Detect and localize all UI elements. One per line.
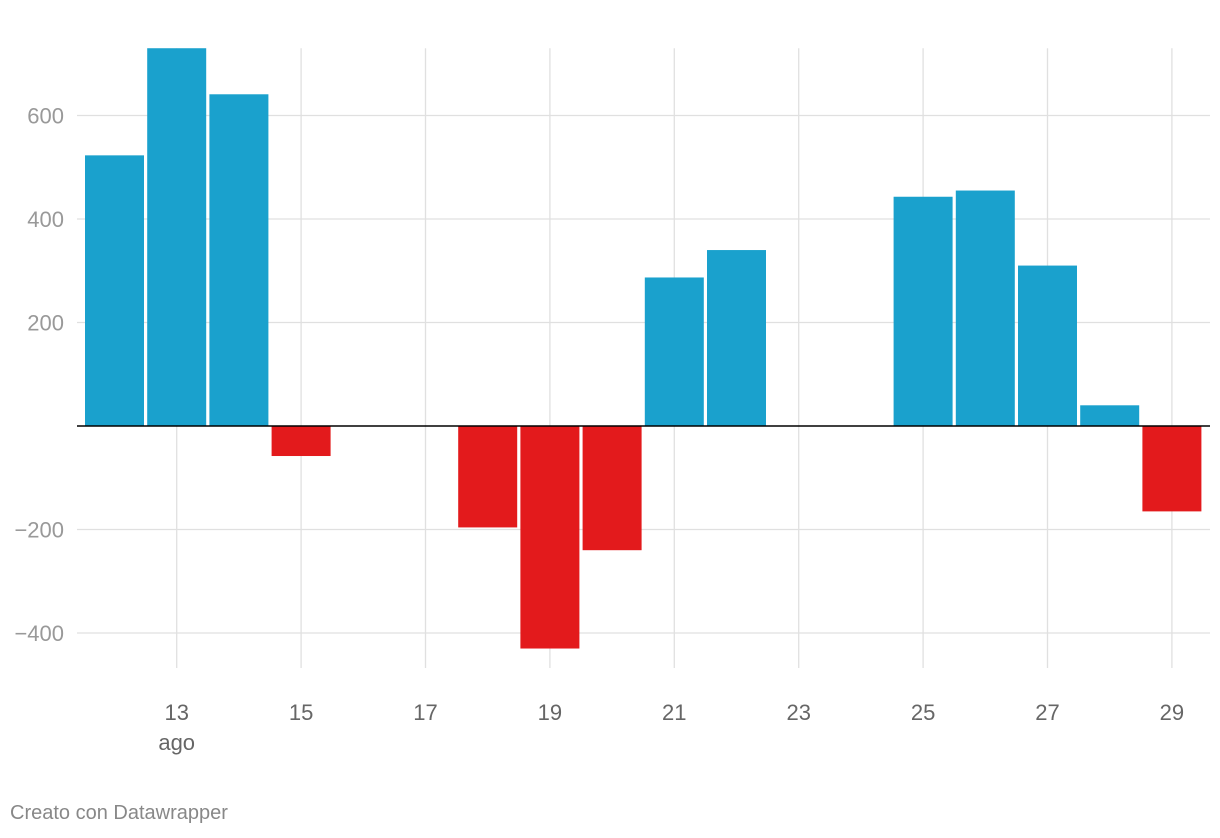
bar-25 [893,196,953,426]
y-axis-ticks: 600 400 200 −200 −400 [14,104,64,647]
bar-14 [209,94,269,426]
bar-12 [85,155,144,426]
y-tick-label: −400 [14,621,64,646]
bar-18 [458,426,518,528]
bar-28 [1080,405,1140,426]
x-tick-label: 29 [1160,700,1184,725]
x-month-label: ago [158,730,195,755]
bar-19 [520,426,580,649]
y-tick-label: 400 [27,207,64,232]
bar-27 [1018,265,1077,426]
y-tick-label: 600 [27,104,64,129]
y-tick-label: 200 [27,311,64,336]
bar-26 [955,190,1015,426]
bar-20 [582,426,642,551]
bar-15 [271,426,331,457]
x-tick-label: 17 [413,700,437,725]
bar-chart: 600 400 200 −200 −400 ago 13 15 17 19 21 23 25 27 29 [14,48,1210,755]
x-tick-label: 23 [786,700,810,725]
bar-13 [147,48,207,426]
x-axis-ticks: ago 13 15 17 19 21 23 25 27 29 [158,700,1184,755]
x-tick-label: 21 [662,700,686,725]
x-tick-label: 13 [164,700,188,725]
x-tick-label: 19 [538,700,562,725]
credit-text: Creato con Datawrapper [10,802,228,824]
bar-22 [707,250,766,426]
bars [85,48,1202,649]
bar-29 [1142,426,1202,512]
x-tick-label: 27 [1035,700,1059,725]
x-tick-label: 25 [911,700,935,725]
bar-21 [644,277,704,426]
x-tick-label: 15 [289,700,313,725]
y-tick-label: −200 [14,518,64,543]
